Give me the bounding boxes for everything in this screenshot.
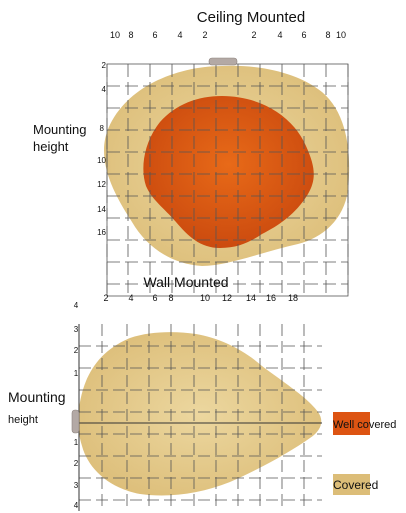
wall-left-tick: 3: [74, 325, 79, 334]
wall-top-tick: 4: [128, 293, 133, 303]
ceiling-top-tick: 2: [202, 30, 207, 40]
legend: Well covered Covered: [333, 412, 396, 495]
ceiling-top-tick: 6: [152, 30, 157, 40]
legend-covered-swatch: [333, 474, 370, 495]
wall-top-tick-labels: 2 4 6 8 10 12 14 16 18: [103, 293, 298, 303]
ceiling-top-tick: 8: [128, 30, 133, 40]
ceiling-height-label: height: [33, 139, 69, 154]
wall-grid: [79, 324, 322, 511]
ceiling-left-tick: 8: [100, 124, 105, 133]
wall-covered-zone: [78, 332, 322, 496]
wall-top-tick: 10: [200, 293, 210, 303]
wall-left-tick: 2: [74, 346, 79, 355]
wall-top-tick: 14: [246, 293, 256, 303]
ceiling-mounting-label: Mounting: [33, 122, 86, 137]
legend-well-covered-label: Well covered: [333, 419, 396, 431]
wall-left-tick: 2: [74, 459, 79, 468]
wall-sensor-icon: [71, 409, 80, 434]
ceiling-left-tick: 14: [97, 205, 106, 214]
wall-top-tick: 18: [288, 293, 298, 303]
ceiling-left-tick: 2: [102, 61, 107, 70]
wall-height-label: height: [8, 414, 38, 426]
ceiling-top-tick: 4: [277, 30, 282, 40]
wall-top-tick: 16: [266, 293, 276, 303]
ceiling-top-tick-labels: 10 8 6 4 2 2 4 6 8 10: [110, 30, 346, 40]
wall-left-tick: 4: [74, 501, 79, 510]
ceiling-well-covered-zone: [143, 96, 314, 248]
wall-left-tick-labels: 4 3 2 1 1 2 3 4: [74, 301, 79, 510]
ceiling-top-tick: 10: [110, 30, 120, 40]
legend-well-covered-swatch: [333, 412, 370, 435]
wall-left-tick: 1: [74, 369, 79, 378]
wall-mounting-label: Mounting: [8, 389, 66, 405]
wall-left-tick: 1: [74, 438, 79, 447]
ceiling-left-tick: 4: [102, 85, 107, 94]
wall-left-tick: 3: [74, 481, 79, 490]
wall-title: Wall Mounted: [143, 274, 228, 290]
ceiling-top-tick: 2: [251, 30, 256, 40]
ceiling-top-tick: 4: [177, 30, 182, 40]
ceiling-top-tick: 10: [336, 30, 346, 40]
ceiling-title: Ceiling Mounted: [197, 9, 305, 26]
legend-covered-label: Covered: [333, 478, 378, 492]
wall-top-tick: 12: [222, 293, 232, 303]
wall-top-tick: 2: [103, 293, 108, 303]
ceiling-top-tick: 6: [301, 30, 306, 40]
ceiling-top-tick: 8: [325, 30, 330, 40]
ceiling-sensor-icon: [208, 57, 238, 66]
wall-top-tick: 6: [152, 293, 157, 303]
ceiling-left-tick: 10: [97, 156, 106, 165]
ceiling-left-tick: 16: [97, 228, 106, 237]
ceiling-left-tick: 12: [97, 180, 106, 189]
ceiling-left-tick-labels: 2 4 8 10 12 14 16: [97, 61, 106, 237]
wall-left-tick: 4: [74, 301, 79, 310]
wall-top-tick: 8: [168, 293, 173, 303]
